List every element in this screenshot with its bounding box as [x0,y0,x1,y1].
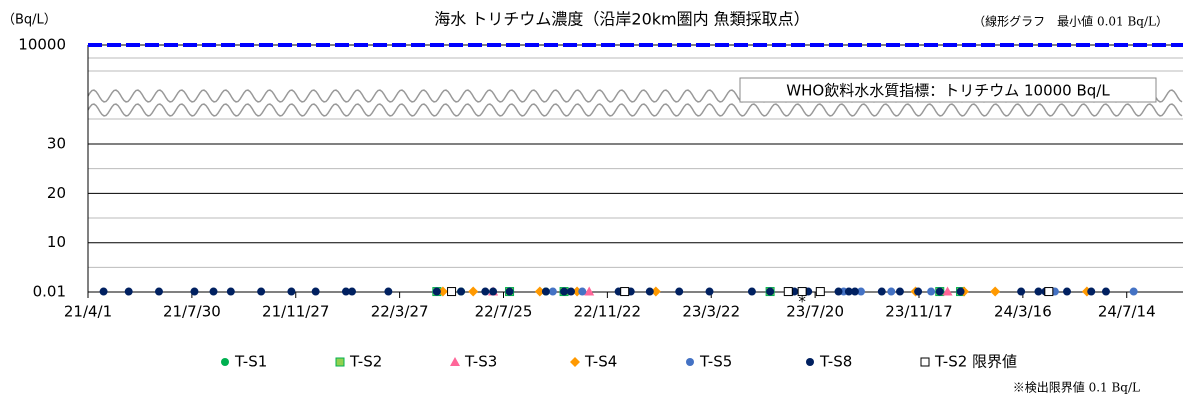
point [437,286,448,297]
x-tick-label: 21/11/27 [262,303,329,321]
legend-label: T-S8 [819,353,852,371]
point [287,287,296,296]
point [844,287,853,296]
point [384,287,393,296]
point [560,287,569,296]
x-tick-label: 23/11/17 [885,303,952,321]
chart-subtitle: （線形グラフ 最小値 0.01 Bq/L） [973,14,1168,29]
point [570,357,580,367]
point [620,287,630,297]
point [335,357,345,367]
point [895,287,904,296]
x-tick-label: 23/3/22 [682,303,740,321]
point [505,287,514,296]
annotation: * [798,293,806,311]
point [548,287,557,296]
x-tick-label: 22/3/27 [371,303,429,321]
y-tick-label: 30 [47,135,66,153]
point [257,287,266,296]
point [190,287,199,296]
y-tick-label: 10 [47,233,66,251]
point [567,287,576,296]
chart-title: 海水 トリチウム濃度（沿岸20km圏内 魚類採取点） [434,10,809,29]
point [584,286,595,296]
point [481,287,490,296]
y-axis-label: （Bq/L） [2,13,57,28]
point [534,286,545,297]
point [99,287,108,296]
point [1101,287,1110,296]
point [341,287,350,296]
point [578,287,587,296]
point [447,287,457,297]
x-tick-label: 23/7/20 [786,303,844,321]
x-tick-label: 22/7/25 [475,303,533,321]
point [927,287,936,296]
point [645,287,654,296]
point [935,287,944,296]
reference-label: WHO飲料水水質指標：トリチウム 10000 Bq/L [786,82,1110,100]
point [154,287,163,296]
point [914,287,923,296]
point [209,287,218,296]
point [887,287,896,296]
point [489,287,498,296]
point [747,287,756,296]
point [920,357,930,367]
legend-label: T-S2 [349,353,382,371]
point [348,287,357,296]
point [766,287,775,296]
point [686,358,694,366]
point [783,287,793,297]
x-tick-label: 21/4/1 [64,303,112,321]
point [850,287,859,296]
point [226,287,235,296]
point [457,287,466,296]
legend-label: T-S5 [699,353,732,371]
point [956,287,965,296]
point [1017,287,1026,296]
x-tick-label: 24/3/16 [994,303,1052,321]
point [468,286,479,297]
point [1087,287,1096,296]
legend-label: T-S4 [584,353,617,371]
point [675,287,684,296]
point [650,286,661,297]
footnote: ※検出限界値 0.1 Bq/L [1013,380,1140,395]
point [1034,287,1043,296]
point [877,287,886,296]
point [806,358,814,366]
point [432,287,441,296]
x-tick-label: 22/11/22 [574,303,641,321]
point [541,287,550,296]
point [856,287,865,296]
x-tick-label: 24/7/14 [1098,303,1156,321]
point [124,287,133,296]
annotation-box [739,77,1157,103]
point [815,287,825,297]
y-tick-label: 0.01 [33,283,66,301]
legend-label: T-S3 [464,353,497,371]
y-tick-label: 20 [47,184,66,202]
point [1129,287,1138,296]
point [705,287,714,296]
point [450,357,460,366]
point [797,287,807,297]
point [1044,287,1054,297]
point [942,286,953,296]
legend-label: T-S1 [234,353,267,371]
point [1063,287,1072,296]
point [834,287,843,296]
x-tick-label: 21/7/30 [163,303,221,321]
point [990,286,1001,297]
point [221,358,229,366]
legend-label: T-S2 限界値 [934,353,1017,371]
point [311,287,320,296]
y-tick-label: 10000 [18,36,66,54]
